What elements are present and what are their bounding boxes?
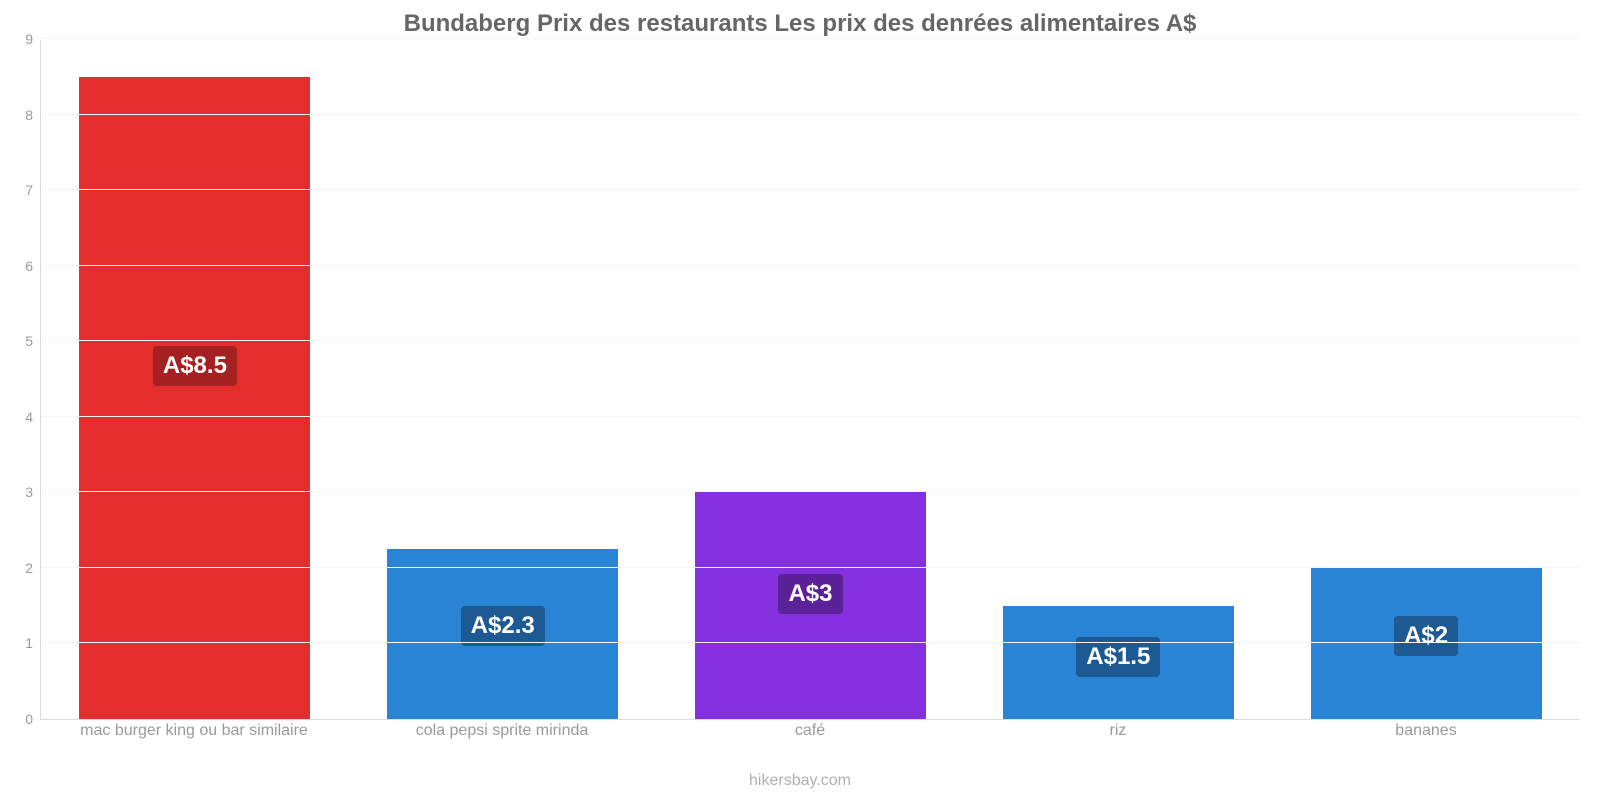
bar-slot: A$2 [1272, 40, 1580, 719]
x-axis-label: riz [964, 722, 1272, 740]
value-badge: A$8.5 [153, 346, 237, 386]
bars-group: A$8.5 A$2.3 A$3 A$1.5 A$2 [41, 40, 1580, 719]
y-tick-label: 8 [25, 107, 41, 123]
bar: A$8.5 [79, 77, 310, 719]
chart-container: Bundaberg Prix des restaurants Les prix … [0, 0, 1600, 800]
gridline [41, 491, 1580, 492]
y-tick-label: 1 [25, 635, 41, 651]
x-axis-label: bananes [1272, 722, 1580, 740]
gridline [41, 114, 1580, 115]
y-tick-label: 6 [25, 258, 41, 274]
y-tick-label: 9 [25, 31, 41, 47]
bar: A$3 [695, 492, 926, 719]
chart-title: Bundaberg Prix des restaurants Les prix … [0, 10, 1600, 38]
gridline [41, 189, 1580, 190]
gridline [41, 340, 1580, 341]
y-tick-label: 5 [25, 333, 41, 349]
gridline [41, 38, 1580, 39]
value-badge: A$2 [1394, 616, 1458, 656]
x-axis-label: café [656, 722, 964, 740]
attribution-text: hikersbay.com [0, 772, 1600, 790]
x-axis-labels: mac burger king ou bar similairecola pep… [40, 722, 1580, 740]
gridline [41, 265, 1580, 266]
y-tick-label: 7 [25, 182, 41, 198]
gridline [41, 567, 1580, 568]
gridline [41, 416, 1580, 417]
y-tick-label: 3 [25, 484, 41, 500]
x-axis-label: mac burger king ou bar similaire [40, 722, 348, 740]
bar: A$1.5 [1003, 606, 1234, 719]
value-badge: A$3 [778, 574, 842, 614]
y-tick-label: 4 [25, 409, 41, 425]
value-badge: A$2.3 [461, 606, 545, 646]
bar: A$2.3 [387, 549, 618, 719]
bar-slot: A$3 [657, 40, 965, 719]
plot-area: A$8.5A$2.3A$3A$1.5A$2 0123456789 [40, 40, 1580, 720]
gridline [41, 642, 1580, 643]
bar-slot: A$1.5 [964, 40, 1272, 719]
y-tick-label: 0 [25, 711, 41, 727]
y-tick-label: 2 [25, 560, 41, 576]
bar-slot: A$8.5 [41, 40, 349, 719]
x-axis-label: cola pepsi sprite mirinda [348, 722, 656, 740]
bar-slot: A$2.3 [349, 40, 657, 719]
